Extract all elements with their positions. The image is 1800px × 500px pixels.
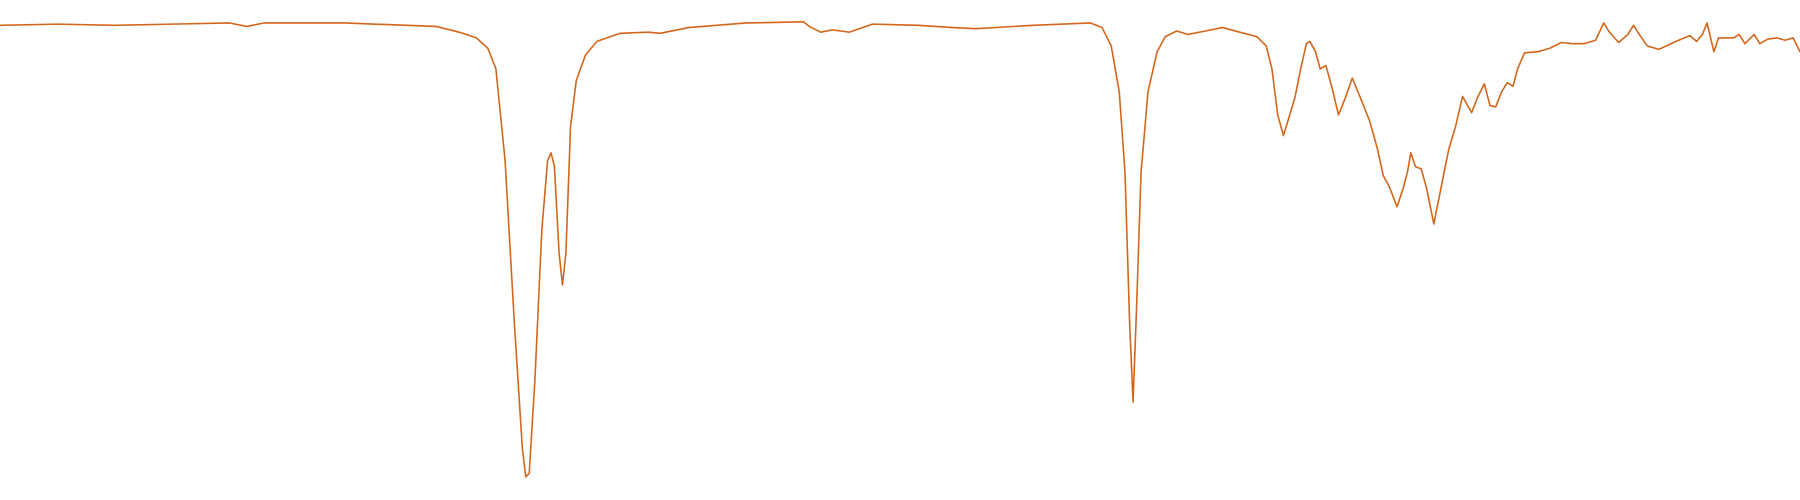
- spectrum-line: [0, 21, 1800, 478]
